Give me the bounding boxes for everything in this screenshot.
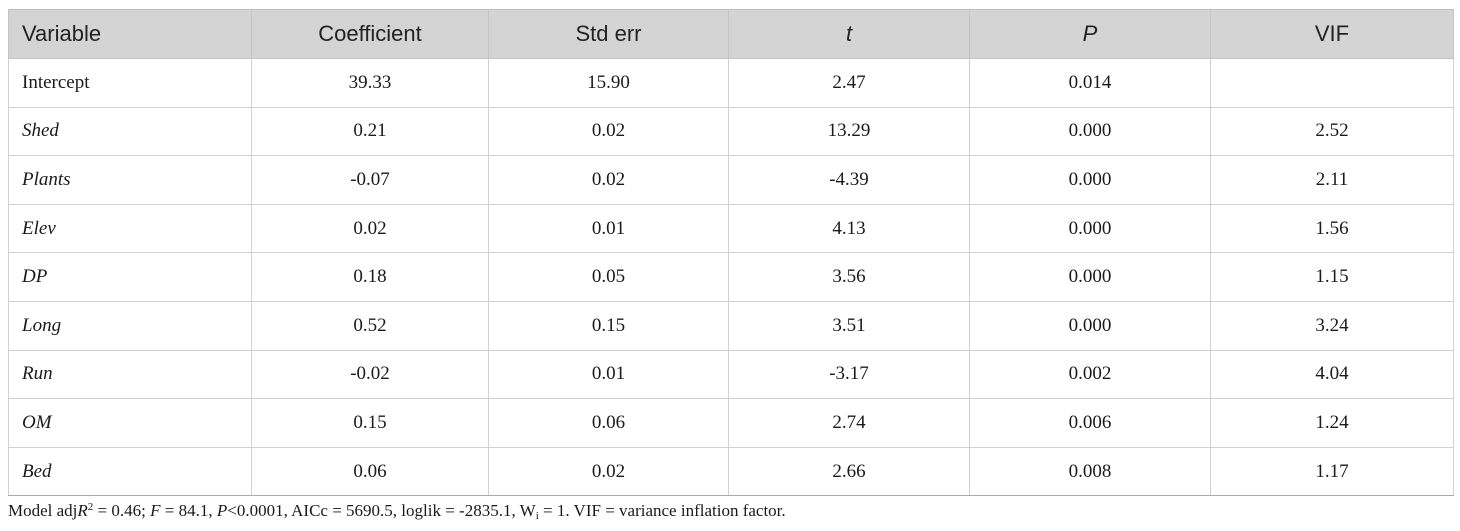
footnote-w-sub: i — [535, 510, 539, 522]
cell-t: 2.66 — [728, 446, 970, 497]
cell-coefficient: 0.52 — [251, 300, 489, 351]
cell-variable: Run — [8, 349, 252, 400]
table-row: Elev 0.02 0.01 4.13 0.000 1.56 — [8, 203, 1454, 254]
header-vif: VIF — [1210, 9, 1454, 59]
cell-variable: OM — [8, 398, 252, 448]
table-header: Variable Coefficient Std err t P VIF — [8, 9, 1454, 59]
cell-coefficient: 0.02 — [251, 203, 489, 254]
cell-p: 0.000 — [969, 203, 1211, 254]
cell-coefficient: -0.07 — [251, 155, 489, 205]
table-row: DP 0.18 0.05 3.56 0.000 1.15 — [8, 252, 1454, 302]
cell-std-err: 0.01 — [488, 203, 729, 254]
table-row: Shed 0.21 0.02 13.29 0.000 2.52 — [8, 106, 1454, 157]
regression-table-container: Variable Coefficient Std err t P VIF Int… — [8, 9, 1454, 497]
table-row: Bed 0.06 0.02 2.66 0.008 1.17 — [8, 446, 1454, 497]
cell-variable: Intercept — [8, 58, 252, 108]
cell-p: 0.000 — [969, 252, 1211, 302]
cell-coefficient: 0.06 — [251, 446, 489, 497]
cell-t: 3.56 — [728, 252, 970, 302]
header-std-err: Std err — [488, 9, 729, 59]
footnote-p-value: <0.0001, AICc = 5690.5, loglik = -2835.1… — [227, 501, 536, 520]
footnote-model-prefix: Model adj — [8, 501, 78, 520]
cell-vif: 3.24 — [1210, 300, 1454, 351]
table-row: Plants -0.07 0.02 -4.39 0.000 2.11 — [8, 155, 1454, 205]
cell-t: 13.29 — [728, 106, 970, 157]
cell-t: 3.51 — [728, 300, 970, 351]
cell-t: 2.47 — [728, 58, 970, 108]
regression-table: Variable Coefficient Std err t P VIF Int… — [8, 9, 1454, 497]
footnote-f-symbol: F — [150, 501, 161, 520]
cell-std-err: 0.02 — [488, 106, 729, 157]
cell-p: 0.000 — [969, 300, 1211, 351]
cell-t: -3.17 — [728, 349, 970, 400]
table-body: Intercept 39.33 15.90 2.47 0.014 Shed 0.21 0.02… — [8, 58, 1454, 497]
cell-p: 0.008 — [969, 446, 1211, 497]
header-t: t — [728, 9, 970, 59]
header-coefficient: Coefficient — [251, 9, 489, 59]
table-row: Intercept 39.33 15.90 2.47 0.014 — [8, 58, 1454, 108]
footnote-f-value: = 84.1, — [160, 501, 217, 520]
cell-vif: 1.15 — [1210, 252, 1454, 302]
footnote-suffix: = 1. VIF = variance inflation factor. — [538, 501, 786, 520]
cell-variable: Plants — [8, 155, 252, 205]
cell-coefficient: -0.02 — [251, 349, 489, 400]
cell-p: 0.006 — [969, 398, 1211, 448]
cell-std-err: 0.15 — [488, 300, 729, 351]
cell-std-err: 0.01 — [488, 349, 729, 400]
cell-t: 2.74 — [728, 398, 970, 448]
footnote-r-sup: 2 — [87, 501, 94, 513]
cell-p: 0.000 — [969, 106, 1211, 157]
cell-variable: Bed — [8, 446, 252, 497]
cell-vif — [1210, 58, 1454, 108]
cell-variable: Shed — [8, 106, 252, 157]
header-variable: Variable — [8, 9, 252, 59]
cell-variable: Long — [8, 300, 252, 351]
footnote-p-symbol: P — [216, 501, 228, 520]
cell-std-err: 0.02 — [488, 155, 729, 205]
table-row: OM 0.15 0.06 2.74 0.006 1.24 — [8, 398, 1454, 448]
cell-coefficient: 39.33 — [251, 58, 489, 108]
cell-t: 4.13 — [728, 203, 970, 254]
cell-p: 0.000 — [969, 155, 1211, 205]
cell-t: -4.39 — [728, 155, 970, 205]
cell-vif: 2.52 — [1210, 106, 1454, 157]
cell-std-err: 0.06 — [488, 398, 729, 448]
cell-std-err: 0.05 — [488, 252, 729, 302]
cell-vif: 1.24 — [1210, 398, 1454, 448]
cell-std-err: 15.90 — [488, 58, 729, 108]
cell-vif: 4.04 — [1210, 349, 1454, 400]
cell-vif: 1.56 — [1210, 203, 1454, 254]
table-row: Long 0.52 0.15 3.51 0.000 3.24 — [8, 300, 1454, 351]
cell-std-err: 0.02 — [488, 446, 729, 497]
cell-variable: DP — [8, 252, 252, 302]
cell-p: 0.002 — [969, 349, 1211, 400]
cell-coefficient: 0.18 — [251, 252, 489, 302]
table-footnote: Model adjR2 = 0.46; F = 84.1, P<0.0001, … — [8, 501, 786, 522]
header-row: Variable Coefficient Std err t P VIF — [8, 9, 1454, 59]
cell-vif: 2.11 — [1210, 155, 1454, 205]
table-row: Run -0.02 0.01 -3.17 0.002 4.04 — [8, 349, 1454, 400]
cell-vif: 1.17 — [1210, 446, 1454, 497]
cell-p: 0.014 — [969, 58, 1211, 108]
cell-variable: Elev — [8, 203, 252, 254]
footnote-r-symbol: R — [77, 501, 88, 520]
cell-coefficient: 0.21 — [251, 106, 489, 157]
cell-coefficient: 0.15 — [251, 398, 489, 448]
header-p: P — [969, 9, 1211, 59]
footnote-r-value: = 0.46; — [93, 501, 151, 520]
